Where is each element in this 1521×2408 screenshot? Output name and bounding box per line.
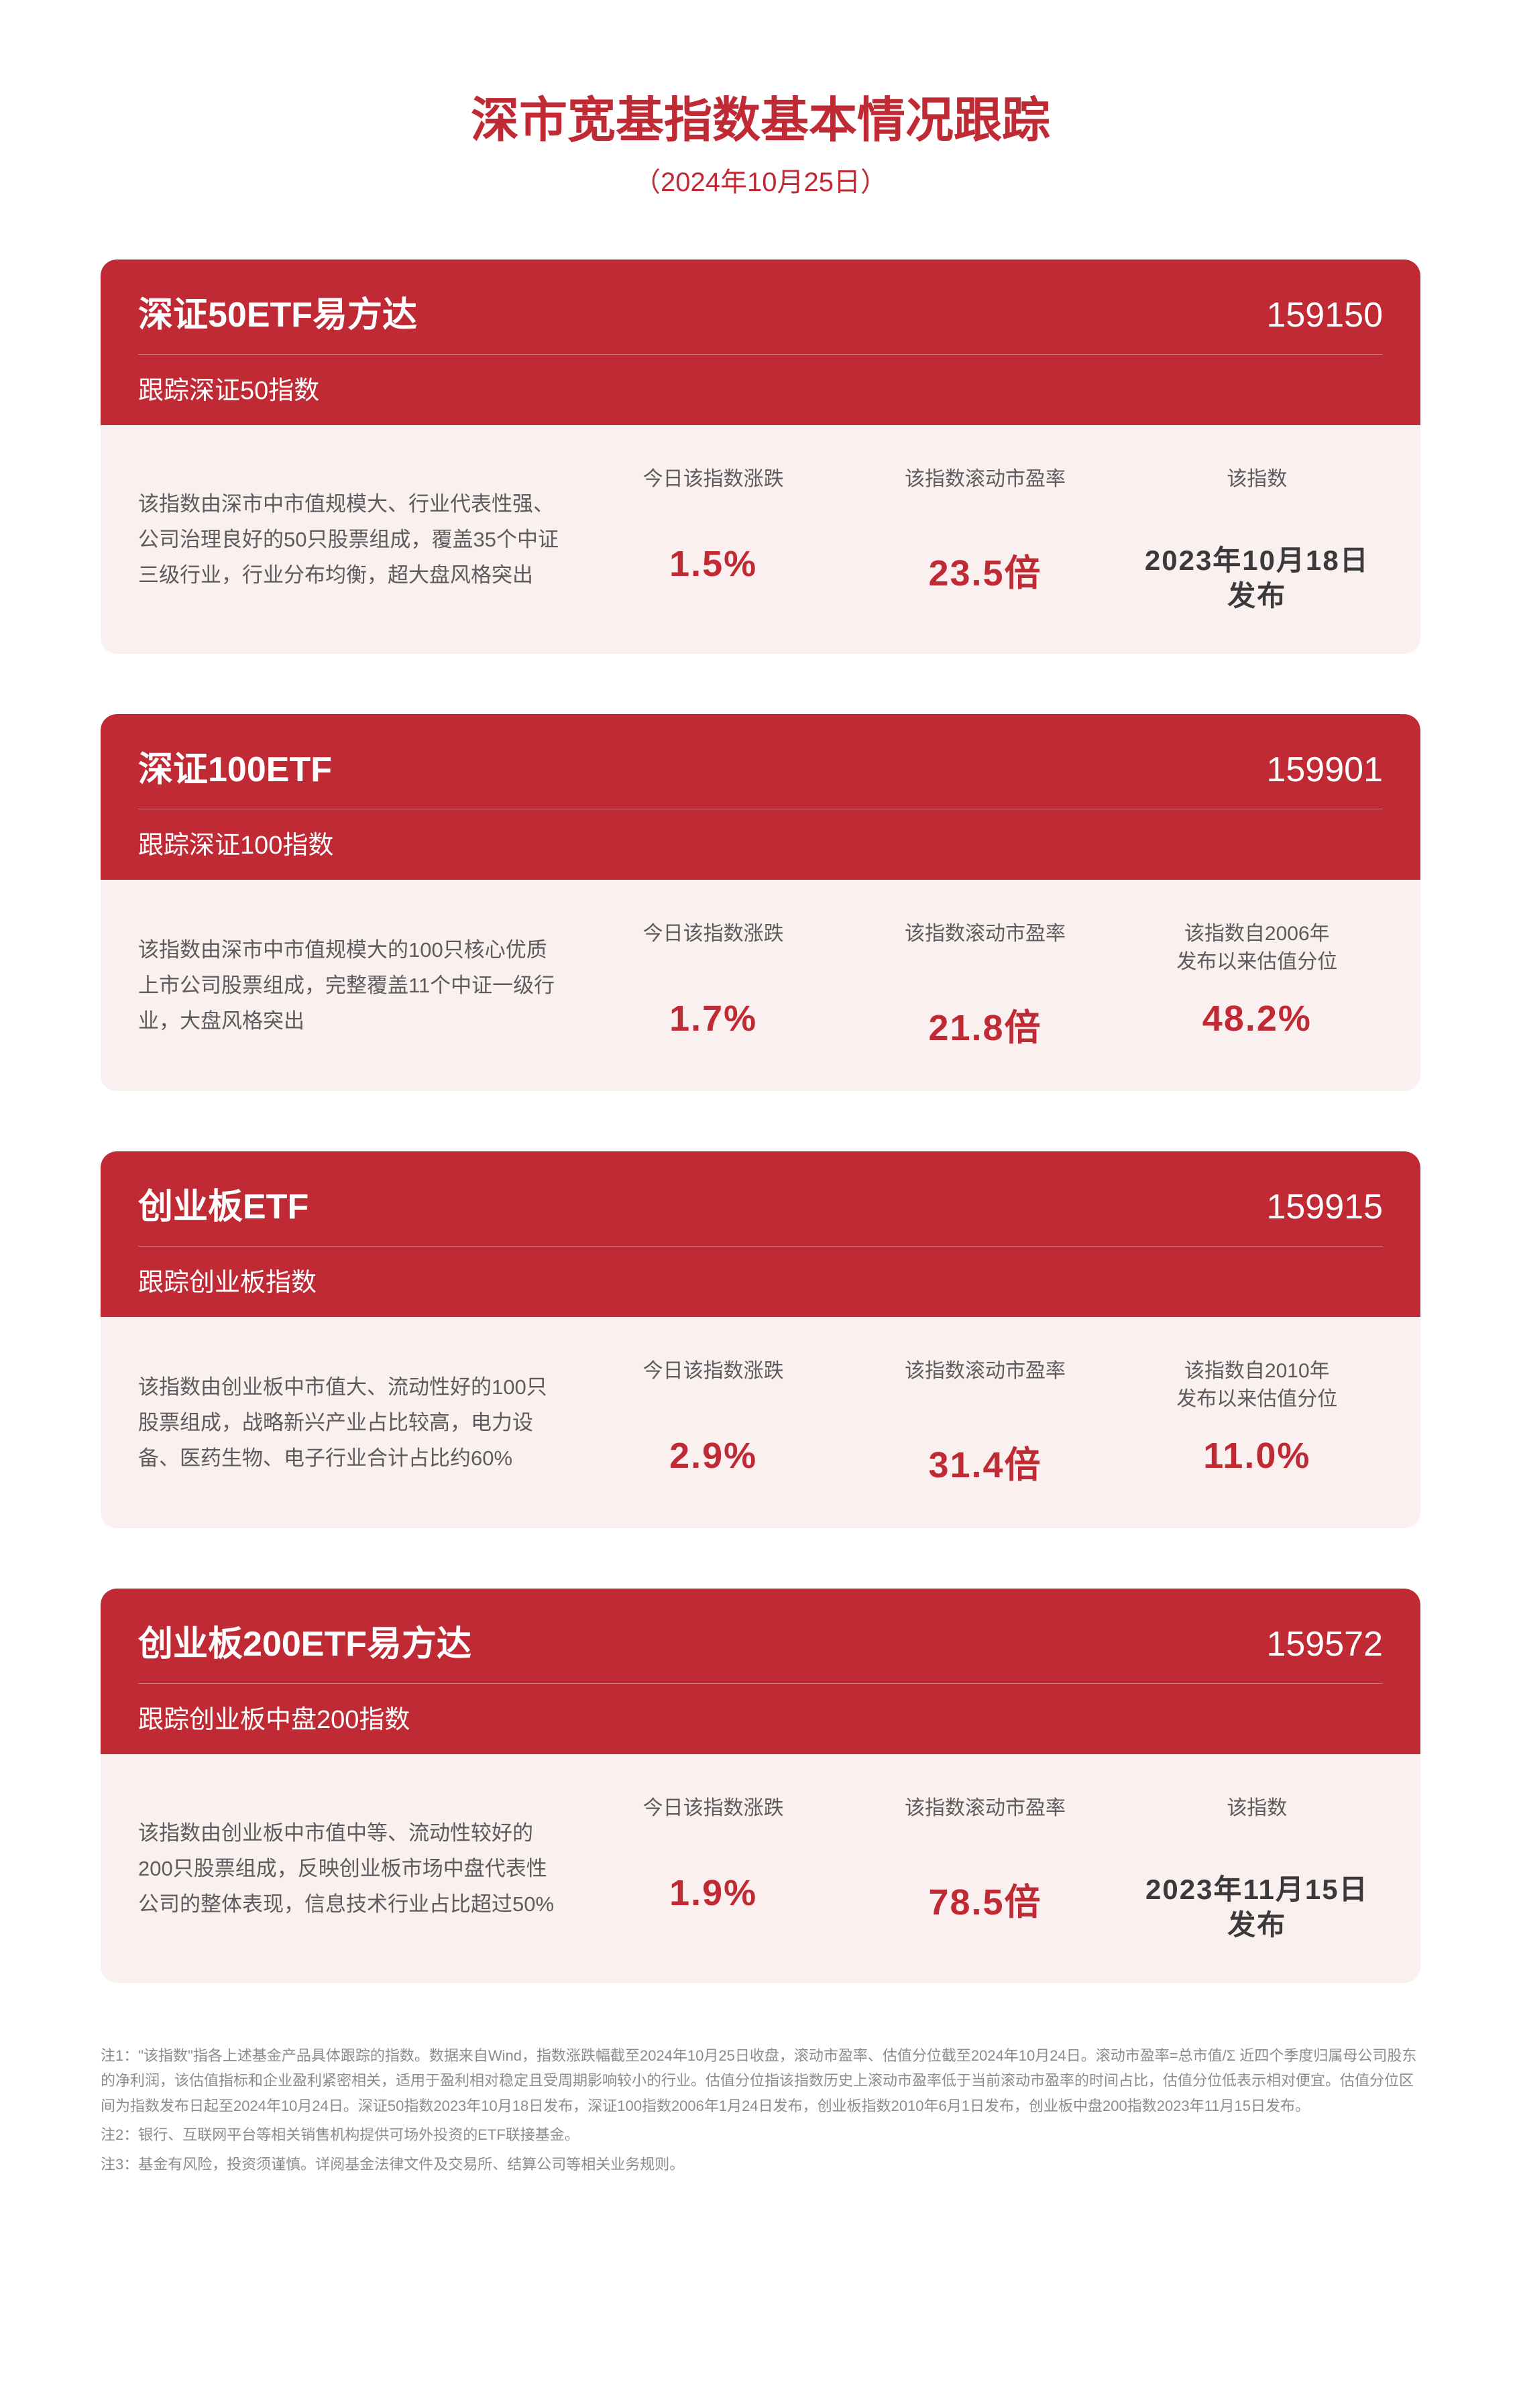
metric-label: 该指数自2006年 发布以来估值分位 (1176, 920, 1337, 976)
metrics-row: 今日该指数涨跌 1.5% 该指数滚动市盈率 23.5倍 该指数 2023年10月18日 发… (581, 465, 1390, 614)
metric-value: 1.9% (669, 1872, 757, 1914)
card-name: 深证50ETF易方达 (138, 286, 417, 337)
metric-label: 该指数滚动市盈率 (905, 1357, 1066, 1414)
metric-value: 1.5% (669, 543, 757, 585)
metric-label: 今日该指数涨跌 (643, 1794, 784, 1851)
metric-value: 31.4倍 (928, 1435, 1041, 1488)
metric-value: 78.5倍 (928, 1872, 1041, 1925)
index-card: 深证100ETF 159901 跟踪深证100指数该指数由深市中市值规模大的100只… (101, 714, 1420, 1091)
card-header: 创业板ETF 159915 跟踪创业板指数 (101, 1151, 1420, 1317)
card-header: 深证100ETF 159901 跟踪深证100指数 (101, 714, 1420, 880)
card-name: 深证100ETF (138, 741, 332, 791)
card-code: 159901 (1266, 750, 1383, 790)
metric-value: 21.8倍 (928, 998, 1041, 1051)
card-header: 创业板200ETF易方达 159572 跟踪创业板中盘200指数 (101, 1589, 1420, 1754)
metric: 该指数 2023年11月15日 发布 (1125, 1794, 1390, 1943)
card-header: 深证50ETF易方达 159150 跟踪深证50指数 (101, 260, 1420, 425)
card-body: 该指数由深市中市值规模大、行业代表性强、公司治理良好的50只股票组成，覆盖35个… (101, 425, 1420, 654)
card-track: 跟踪创业板指数 (138, 1246, 1383, 1298)
index-card: 创业板200ETF易方达 159572 跟踪创业板中盘200指数该指数由创业板中市值… (101, 1589, 1420, 1983)
metric: 该指数滚动市盈率 31.4倍 (852, 1357, 1117, 1488)
card-body: 该指数由深市中市值规模大的100只核心优质上市公司股票组成，完整覆盖11个中证一… (101, 880, 1420, 1091)
metrics-row: 今日该指数涨跌 1.9% 该指数滚动市盈率 78.5倍 该指数 2023年11月15日 发… (581, 1794, 1390, 1943)
card-track: 跟踪深证50指数 (138, 354, 1383, 406)
card-description: 该指数由深市中市值规模大、行业代表性强、公司治理良好的50只股票组成，覆盖35个… (138, 486, 581, 593)
metric-value: 23.5倍 (928, 543, 1041, 596)
metric: 该指数滚动市盈率 23.5倍 (852, 465, 1117, 614)
metric-value: 48.2% (1202, 998, 1312, 1039)
metric-label: 该指数滚动市盈率 (905, 1794, 1066, 1851)
card-header-top: 创业板200ETF易方达 159572 (138, 1615, 1383, 1666)
card-body: 该指数由创业板中市值大、流动性好的100只股票组成，战略新兴产业占比较高，电力设… (101, 1317, 1420, 1528)
metrics-row: 今日该指数涨跌 1.7% 该指数滚动市盈率 21.8倍 该指数自2006年 发布以来估值… (581, 920, 1390, 1051)
metric-label: 今日该指数涨跌 (643, 920, 784, 976)
metric: 今日该指数涨跌 1.5% (581, 465, 846, 614)
footnote-line: 注2：银行、互联网平台等相关销售机构提供可场外投资的ETF联接基金。 (101, 2122, 1420, 2147)
card-name: 创业板200ETF易方达 (138, 1615, 471, 1666)
metric: 今日该指数涨跌 1.9% (581, 1794, 846, 1943)
metric-label: 该指数 (1227, 1794, 1287, 1851)
metric-label: 该指数 (1227, 465, 1287, 522)
footnote-line: 注3：基金有风险，投资须谨慎。详阅基金法律文件及交易所、结算公司等相关业务规则。 (101, 2152, 1420, 2177)
metrics-row: 今日该指数涨跌 2.9% 该指数滚动市盈率 31.4倍 该指数自2010年 发布以来估值… (581, 1357, 1390, 1488)
metric: 今日该指数涨跌 2.9% (581, 1357, 846, 1488)
card-code: 159915 (1266, 1187, 1383, 1227)
card-body: 该指数由创业板中市值中等、流动性较好的200只股票组成，反映创业板市场中盘代表性… (101, 1754, 1420, 1983)
metric-label: 今日该指数涨跌 (643, 465, 784, 522)
metric-label: 该指数滚动市盈率 (905, 465, 1066, 522)
index-card: 创业板ETF 159915 跟踪创业板指数该指数由创业板中市值大、流动性好的100只… (101, 1151, 1420, 1528)
metric: 该指数自2006年 发布以来估值分位 48.2% (1125, 920, 1390, 1051)
card-header-top: 创业板ETF 159915 (138, 1178, 1383, 1228)
page-title: 深市宽基指数基本情况跟踪 (101, 80, 1420, 151)
metric-label: 该指数自2010年 发布以来估值分位 (1176, 1357, 1337, 1414)
card-description: 该指数由深市中市值规模大的100只核心优质上市公司股票组成，完整覆盖11个中证一… (138, 932, 581, 1039)
metric-value: 2023年10月18日 发布 (1145, 543, 1369, 614)
card-header-top: 深证50ETF易方达 159150 (138, 286, 1383, 337)
card-code: 159572 (1266, 1624, 1383, 1664)
metric-value: 11.0% (1203, 1435, 1310, 1477)
metric: 该指数滚动市盈率 78.5倍 (852, 1794, 1117, 1943)
card-track: 跟踪创业板中盘200指数 (138, 1683, 1383, 1735)
card-description: 该指数由创业板中市值大、流动性好的100只股票组成，战略新兴产业占比较高，电力设… (138, 1369, 581, 1477)
page-subtitle: （2024年10月25日） (101, 160, 1420, 199)
card-header-top: 深证100ETF 159901 (138, 741, 1383, 791)
metric-value: 2.9% (669, 1435, 757, 1477)
metric-label: 今日该指数涨跌 (643, 1357, 784, 1414)
metric: 该指数 2023年10月18日 发布 (1125, 465, 1390, 614)
metric-label: 该指数滚动市盈率 (905, 920, 1066, 976)
index-card: 深证50ETF易方达 159150 跟踪深证50指数该指数由深市中市值规模大、行业代… (101, 260, 1420, 654)
footnote-line: 注1："该指数"指各上述基金产品具体跟踪的指数。数据来自Wind，指数涨跌幅截至… (101, 2043, 1420, 2118)
card-description: 该指数由创业板中市值中等、流动性较好的200只股票组成，反映创业板市场中盘代表性… (138, 1815, 581, 1923)
card-name: 创业板ETF (138, 1178, 308, 1228)
card-code: 159150 (1266, 295, 1383, 335)
metric-value: 2023年11月15日 发布 (1145, 1872, 1369, 1943)
metric-value: 1.7% (669, 998, 757, 1039)
metric: 该指数滚动市盈率 21.8倍 (852, 920, 1117, 1051)
footnotes: 注1："该指数"指各上述基金产品具体跟踪的指数。数据来自Wind，指数涨跌幅截至… (101, 2043, 1420, 2177)
metric: 该指数自2010年 发布以来估值分位 11.0% (1125, 1357, 1390, 1488)
metric: 今日该指数涨跌 1.7% (581, 920, 846, 1051)
card-track: 跟踪深证100指数 (138, 809, 1383, 861)
